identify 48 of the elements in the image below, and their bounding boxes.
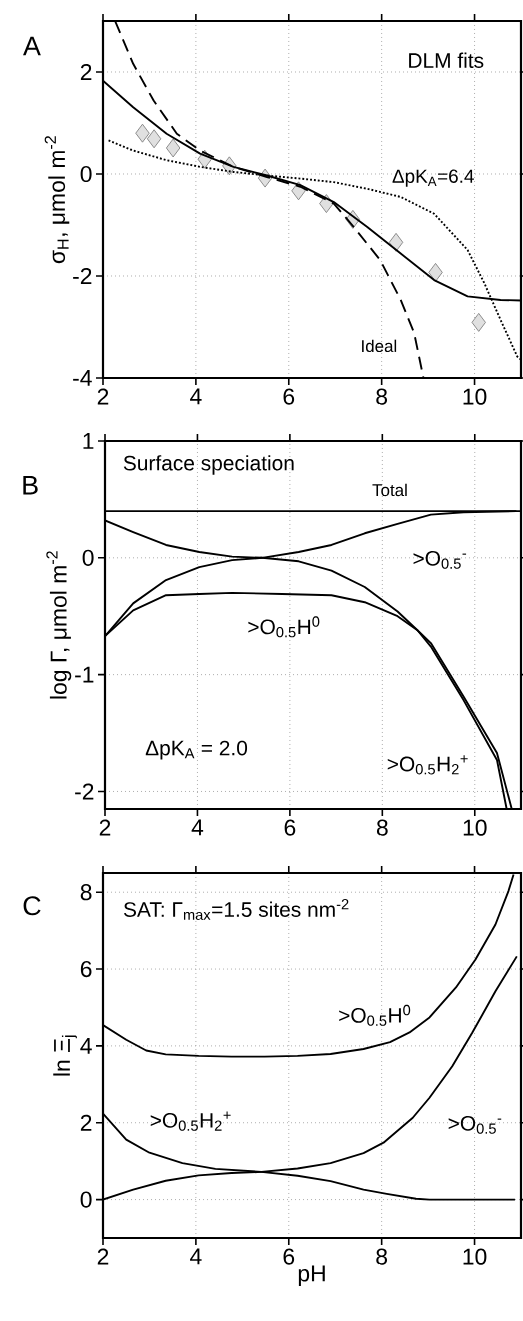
y-tick-label: -2 <box>73 267 92 284</box>
x-tick-label: 2 <box>99 819 111 836</box>
x-axis-title: pH <box>298 1265 325 1287</box>
y-tick-label: 0 <box>82 549 94 566</box>
annotation: DLM fits <box>409 52 484 68</box>
series-label: >O$_{0.5}$H$_{2}$+ <box>150 1111 231 1131</box>
annotation: SAT: Γ$_{max}$=1.5 sites nm$^{-2}$ <box>123 899 349 920</box>
x-tick-label: 4 <box>191 819 204 836</box>
y-tick-label: 4 <box>80 1038 92 1054</box>
x-tick-label: 10 <box>463 1248 487 1265</box>
series-label: ΔpK$_{A}$=6.4 <box>392 169 474 187</box>
x-tick-label: 10 <box>463 388 487 405</box>
x-tick-label: 2 <box>97 1248 109 1265</box>
y-tick-label: 1 <box>83 433 94 449</box>
annotation: ΔpK$_{A}$ = 2.0 <box>145 740 248 760</box>
x-tick-label: 6 <box>284 819 296 836</box>
y-tick-label: -2 <box>75 783 94 800</box>
y-axis-title: log Γ, μmol m$^{-2}$ <box>46 551 72 699</box>
x-tick-label: 4 <box>190 388 202 405</box>
y-tick-label: 0 <box>80 165 92 183</box>
y-tick-label: 8 <box>80 884 92 901</box>
x-tick-label: 10 <box>463 819 487 836</box>
y-tick-label: -1 <box>75 666 94 683</box>
x-tick-label: 8 <box>376 1248 388 1265</box>
x-tick-label: 6 <box>283 1248 295 1265</box>
annotation: Surface speciation <box>123 455 294 475</box>
series-label: >O$_{0.5}$H$_{2}$+ <box>387 755 468 775</box>
x-tick-label: 4 <box>190 1248 202 1265</box>
series-label: >O$_{0.5}$H$^{0}$ <box>339 1004 411 1026</box>
y-tick-label: 0 <box>80 1191 92 1208</box>
y-tick-label: -4 <box>73 370 92 386</box>
x-tick-label: 8 <box>376 819 388 836</box>
y-tick-label: 6 <box>80 960 92 978</box>
x-tick-label: 6 <box>283 388 295 405</box>
y-axis-title: ln Ξ$_{j}$ <box>53 1035 77 1076</box>
series-label: Total <box>372 483 407 497</box>
series-label: >O$_{0.5}$- <box>413 550 467 569</box>
x-tick-label: 2 <box>97 388 109 405</box>
text: C <box>23 896 41 916</box>
text: B <box>23 475 38 495</box>
y-tick-label: 2 <box>80 1114 92 1131</box>
chart-title: A <box>23 36 41 56</box>
legend-label: >O$_{0.5}$- <box>448 1115 502 1134</box>
x-tick-label: 8 <box>376 388 388 405</box>
series-label: >O$_{0.5}$H$^{0}$ <box>248 616 320 638</box>
y-axis-title: σ$_{H}$, μmol m$^{-2}$ <box>44 136 70 264</box>
y-tick-label: 2 <box>80 63 92 80</box>
series-label: Ideal <box>362 339 397 353</box>
